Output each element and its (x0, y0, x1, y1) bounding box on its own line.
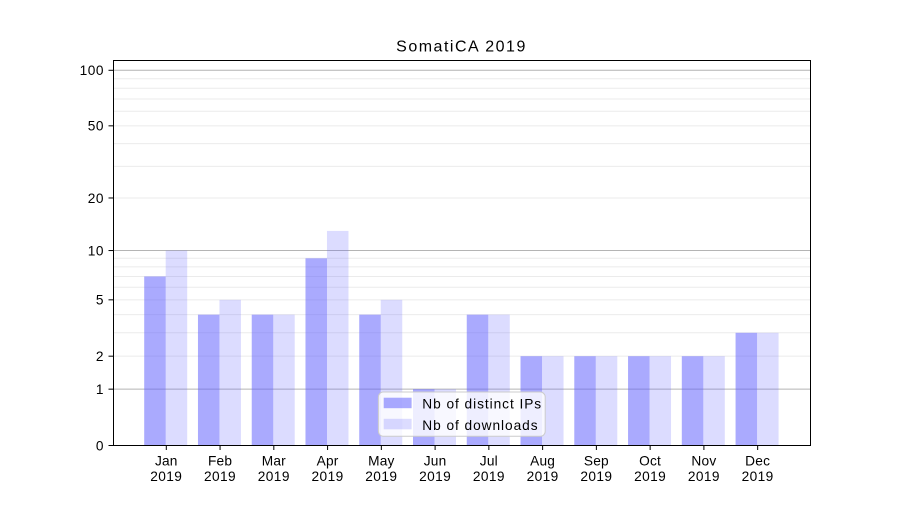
svg-text:100: 100 (80, 63, 104, 78)
svg-text:0: 0 (96, 438, 104, 453)
svg-text:2019: 2019 (688, 469, 720, 484)
svg-text:Nb of downloads: Nb of downloads (422, 418, 538, 433)
svg-text:1: 1 (96, 382, 104, 397)
svg-text:2019: 2019 (634, 469, 666, 484)
svg-text:10: 10 (88, 243, 104, 258)
svg-text:5: 5 (96, 293, 104, 308)
svg-text:2019: 2019 (527, 469, 559, 484)
svg-text:2019: 2019 (365, 469, 397, 484)
svg-text:2019: 2019 (150, 469, 182, 484)
svg-text:2019: 2019 (312, 469, 344, 484)
svg-text:Jan: Jan (155, 454, 178, 469)
svg-text:Feb: Feb (208, 454, 232, 469)
svg-text:2: 2 (96, 349, 104, 364)
svg-text:Jun: Jun (424, 454, 447, 469)
svg-text:2019: 2019 (419, 469, 451, 484)
svg-text:Nb of distinct IPs: Nb of distinct IPs (422, 397, 542, 412)
svg-text:Mar: Mar (262, 454, 286, 469)
svg-text:May: May (368, 454, 394, 469)
svg-text:50: 50 (88, 119, 104, 134)
svg-text:Dec: Dec (745, 454, 770, 469)
svg-text:20: 20 (88, 191, 104, 206)
svg-text:Jul: Jul (480, 454, 498, 469)
svg-text:2019: 2019 (204, 469, 236, 484)
svg-text:2019: 2019 (742, 469, 774, 484)
svg-text:Apr: Apr (317, 454, 339, 469)
svg-text:Aug: Aug (530, 454, 555, 469)
svg-text:Sep: Sep (584, 454, 609, 469)
svg-text:Nov: Nov (691, 454, 716, 469)
svg-text:2019: 2019 (473, 469, 505, 484)
svg-text:2019: 2019 (580, 469, 612, 484)
svg-text:Oct: Oct (639, 454, 661, 469)
svg-text:SomatiCA 2019: SomatiCA 2019 (396, 39, 527, 56)
svg-text:2019: 2019 (258, 469, 290, 484)
